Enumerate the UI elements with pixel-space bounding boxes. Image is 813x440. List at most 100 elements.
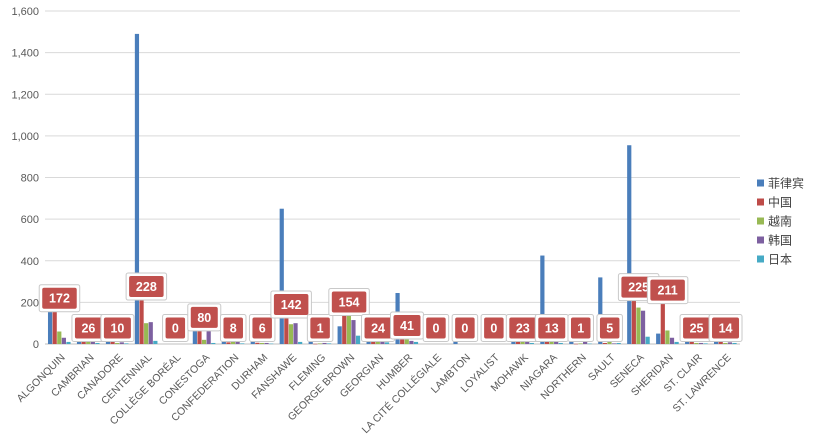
data-label-text: 80 xyxy=(197,311,211,325)
data-labels: 172 26 10 228 0 80 8 6 142 1 154 24 41 0 0 0 23 13 1 5 225 21… xyxy=(38,272,743,342)
bar xyxy=(578,343,583,344)
y-axis-ticks: 0 200 400 600 800 1,000 1,200 1,400 1,600 xyxy=(11,6,39,351)
bar xyxy=(694,342,699,344)
y-tick-label: 0 xyxy=(33,339,39,351)
legend-item: 越南 xyxy=(757,214,792,229)
legend-swatch xyxy=(757,217,764,225)
bar xyxy=(153,340,158,344)
legend-label: 越南 xyxy=(768,214,792,229)
bar xyxy=(413,341,419,344)
data-label: 14 xyxy=(708,314,743,342)
data-label: 142 xyxy=(270,290,312,319)
bar xyxy=(400,335,405,344)
data-label-box xyxy=(570,317,591,339)
bar xyxy=(134,33,140,345)
bar xyxy=(269,343,274,345)
data-label-text: 14 xyxy=(719,322,733,336)
data-label-text: 13 xyxy=(545,322,559,336)
data-label-box xyxy=(712,317,740,339)
data-label-box xyxy=(223,317,243,339)
bar xyxy=(342,311,347,344)
data-label-text: 0 xyxy=(490,322,497,336)
bar xyxy=(587,343,592,345)
bar xyxy=(119,342,124,344)
bar xyxy=(660,300,665,344)
data-label: 41 xyxy=(389,311,424,340)
legend-label: 中国 xyxy=(768,195,792,210)
data-label-box xyxy=(310,317,330,339)
bar xyxy=(139,296,144,344)
data-label-box xyxy=(650,279,685,301)
data-label-text: 5 xyxy=(606,322,613,336)
bar xyxy=(674,341,679,344)
bar xyxy=(636,307,641,344)
data-label: 26 xyxy=(71,314,106,342)
bar xyxy=(573,343,579,345)
data-label-text: 211 xyxy=(658,284,678,298)
y-tick-label: 600 xyxy=(21,214,39,226)
bar xyxy=(529,342,534,344)
data-label-box xyxy=(103,317,131,339)
data-label: 24 xyxy=(361,314,396,342)
data-label: 211 xyxy=(646,276,689,305)
data-label-text: 154 xyxy=(339,295,360,309)
legend-swatch xyxy=(757,179,764,187)
bar xyxy=(602,342,607,344)
legend-item: 日本 xyxy=(757,253,792,267)
data-label-text: 142 xyxy=(281,298,302,312)
bar xyxy=(279,208,284,344)
x-axis-ticks: ALGONQUINCAMBRIANCANADORECENTENNIALCOLLÈ… xyxy=(15,351,734,436)
bar xyxy=(732,342,737,344)
y-tick-label: 200 xyxy=(21,297,39,309)
bar xyxy=(640,310,646,344)
bar xyxy=(698,342,704,344)
data-label-box xyxy=(190,306,218,328)
bar xyxy=(201,339,207,344)
legend-item: 中国 xyxy=(757,195,792,210)
bar xyxy=(727,342,733,344)
data-label: 13 xyxy=(534,314,569,342)
y-tick-label: 1,600 xyxy=(11,6,39,18)
data-label-text: 10 xyxy=(110,322,124,336)
data-label-text: 172 xyxy=(49,292,70,306)
bar xyxy=(313,343,318,345)
bar xyxy=(230,340,236,344)
data-label: 0 xyxy=(422,314,450,342)
bar xyxy=(192,326,197,344)
data-label: 10 xyxy=(100,314,135,342)
data-label-text: 26 xyxy=(81,322,95,336)
data-label: 80 xyxy=(187,303,222,332)
data-label-text: 23 xyxy=(516,322,530,336)
bar xyxy=(346,308,351,344)
y-tick-label: 400 xyxy=(21,256,39,268)
data-label-box xyxy=(364,317,392,339)
data-label-box xyxy=(331,291,367,313)
bar xyxy=(627,145,632,344)
data-label-box xyxy=(455,317,475,339)
bar xyxy=(110,341,115,344)
data-label: 5 xyxy=(596,314,623,342)
bar xyxy=(607,341,612,344)
data-label: 0 xyxy=(480,314,508,342)
data-label-box xyxy=(74,317,102,339)
bar xyxy=(288,324,294,344)
bar xyxy=(703,343,708,344)
data-label-text: 225 xyxy=(628,281,649,295)
bar xyxy=(57,331,62,344)
y-tick-label: 1,400 xyxy=(11,48,39,60)
data-label-box xyxy=(484,317,504,339)
bar xyxy=(384,342,390,344)
bar xyxy=(355,335,361,344)
data-label: 23 xyxy=(505,314,540,342)
bar xyxy=(90,340,95,344)
bar xyxy=(240,343,245,344)
bar xyxy=(66,341,71,344)
bar xyxy=(322,342,327,344)
bar xyxy=(718,341,723,344)
data-label-text: 0 xyxy=(172,322,179,336)
bar xyxy=(665,330,670,344)
bar xyxy=(293,323,298,344)
bar xyxy=(327,343,332,344)
